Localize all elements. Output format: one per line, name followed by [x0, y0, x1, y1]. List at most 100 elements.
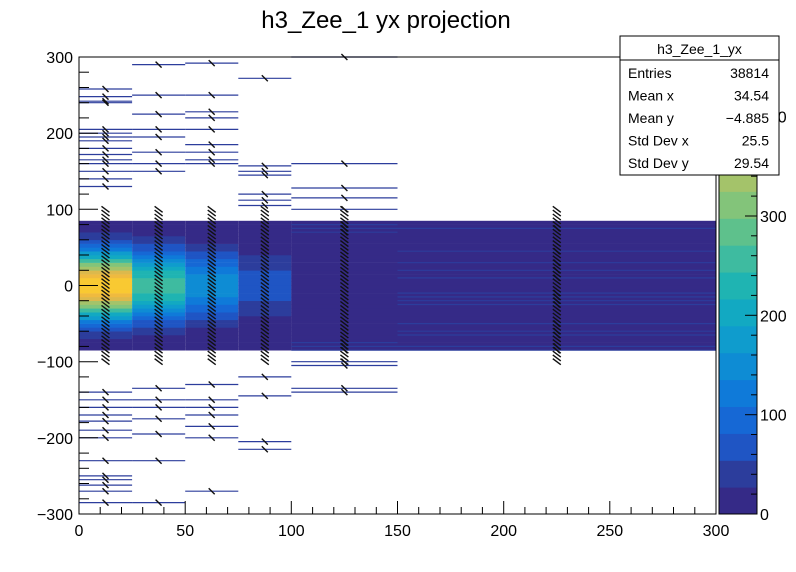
error-marker: [155, 110, 163, 118]
error-marker: [207, 205, 217, 213]
heat-cell: [238, 220, 292, 225]
heat-cell: [185, 293, 239, 298]
error-marker: [261, 171, 269, 179]
heat-cell: [185, 228, 239, 233]
heat-cell: [185, 323, 239, 328]
error-marker: [207, 312, 217, 320]
error-marker: [101, 232, 110, 240]
colorbar-segment: [719, 433, 757, 461]
error-marker: [260, 209, 270, 217]
heat-cell: [291, 312, 398, 317]
error-marker: [101, 304, 110, 312]
error-marker: [261, 190, 269, 198]
error-marker: [101, 320, 110, 328]
error-marker: [339, 213, 349, 221]
error-marker: [260, 304, 270, 312]
error-marker: [154, 243, 164, 251]
error-marker: [101, 247, 110, 255]
heat-cell: [291, 296, 398, 301]
heat-cell: [238, 293, 292, 298]
stats-row-label: Std Dev x: [628, 133, 689, 149]
error-marker: [340, 224, 348, 232]
error-marker: [154, 316, 164, 324]
error-marker: [154, 270, 164, 278]
error-marker: [339, 236, 349, 244]
heat-cell: [79, 236, 133, 241]
heat-cell: [185, 262, 239, 267]
error-marker: [339, 285, 349, 293]
error-marker: [552, 270, 562, 278]
error-marker: [101, 312, 110, 320]
error-marker: [207, 285, 217, 293]
heat-cell: [238, 316, 292, 321]
heat-cell: [238, 300, 292, 305]
heat-cell: [397, 304, 716, 309]
error-marker: [339, 209, 349, 217]
heat-cell: [397, 247, 716, 252]
error-marker: [102, 426, 109, 434]
y-tick-label: −100: [37, 355, 73, 372]
error-marker: [102, 167, 109, 175]
heat-cell: [291, 239, 398, 244]
x-tick-label: 50: [176, 523, 194, 540]
error-marker: [154, 262, 164, 271]
heat-cell: [132, 342, 186, 347]
error-marker: [101, 316, 110, 324]
error-marker: [208, 114, 216, 122]
error-marker: [101, 259, 110, 267]
error-marker: [208, 422, 216, 430]
error-marker: [101, 266, 110, 274]
heat-cell: [79, 331, 133, 336]
error-marker: [102, 151, 109, 158]
heat-cell: [132, 319, 186, 324]
error-marker: [102, 499, 109, 507]
error-marker: [339, 308, 349, 316]
error-marker: [155, 160, 163, 168]
heat-cell: [185, 331, 239, 336]
error-marker: [552, 339, 562, 347]
heat-cell: [132, 285, 186, 290]
heat-cell: [291, 220, 398, 225]
error-marker: [207, 293, 217, 301]
error-marker: [154, 339, 164, 347]
error-marker: [339, 281, 349, 290]
error-marker: [260, 228, 270, 236]
error-marker: [154, 232, 164, 240]
heat-cell: [397, 232, 716, 237]
heat-cell: [238, 239, 292, 244]
heat-cell: [238, 323, 292, 328]
error-marker: [339, 259, 349, 267]
error-marker: [101, 228, 110, 236]
heat-cell: [132, 335, 186, 340]
colorbar-tick-label: 100: [760, 408, 787, 425]
heat-cell: [397, 262, 716, 267]
heat-cell: [185, 277, 239, 282]
error-marker: [101, 213, 110, 221]
error-marker: [154, 259, 164, 267]
error-marker: [155, 457, 163, 465]
error-marker: [101, 308, 110, 316]
error-marker: [260, 350, 270, 358]
stats-row-value: 29.54: [734, 155, 769, 171]
error-marker: [154, 350, 164, 358]
axes: 0 50 100 150 200 250 300 −300 −200 −100 0 100 200 300: [37, 50, 729, 540]
error-marker: [154, 323, 164, 331]
error-marker: [154, 342, 164, 350]
y-tick-label: 0: [64, 279, 73, 296]
y-tick-label: −300: [37, 507, 73, 524]
error-marker: [154, 224, 164, 232]
error-marker: [207, 346, 217, 354]
error-marker: [207, 270, 217, 278]
heat-cell: [291, 304, 398, 309]
error-marker: [339, 293, 349, 301]
error-marker: [101, 293, 110, 301]
error-marker: [260, 293, 270, 301]
heat-cell: [79, 304, 133, 309]
error-marker: [155, 430, 163, 438]
heat-cell: [238, 285, 292, 290]
error-marker: [552, 232, 562, 240]
error-marker: [207, 266, 217, 274]
error-marker: [154, 297, 164, 305]
error-marker: [260, 232, 270, 240]
colorbar-segment: [719, 218, 757, 246]
